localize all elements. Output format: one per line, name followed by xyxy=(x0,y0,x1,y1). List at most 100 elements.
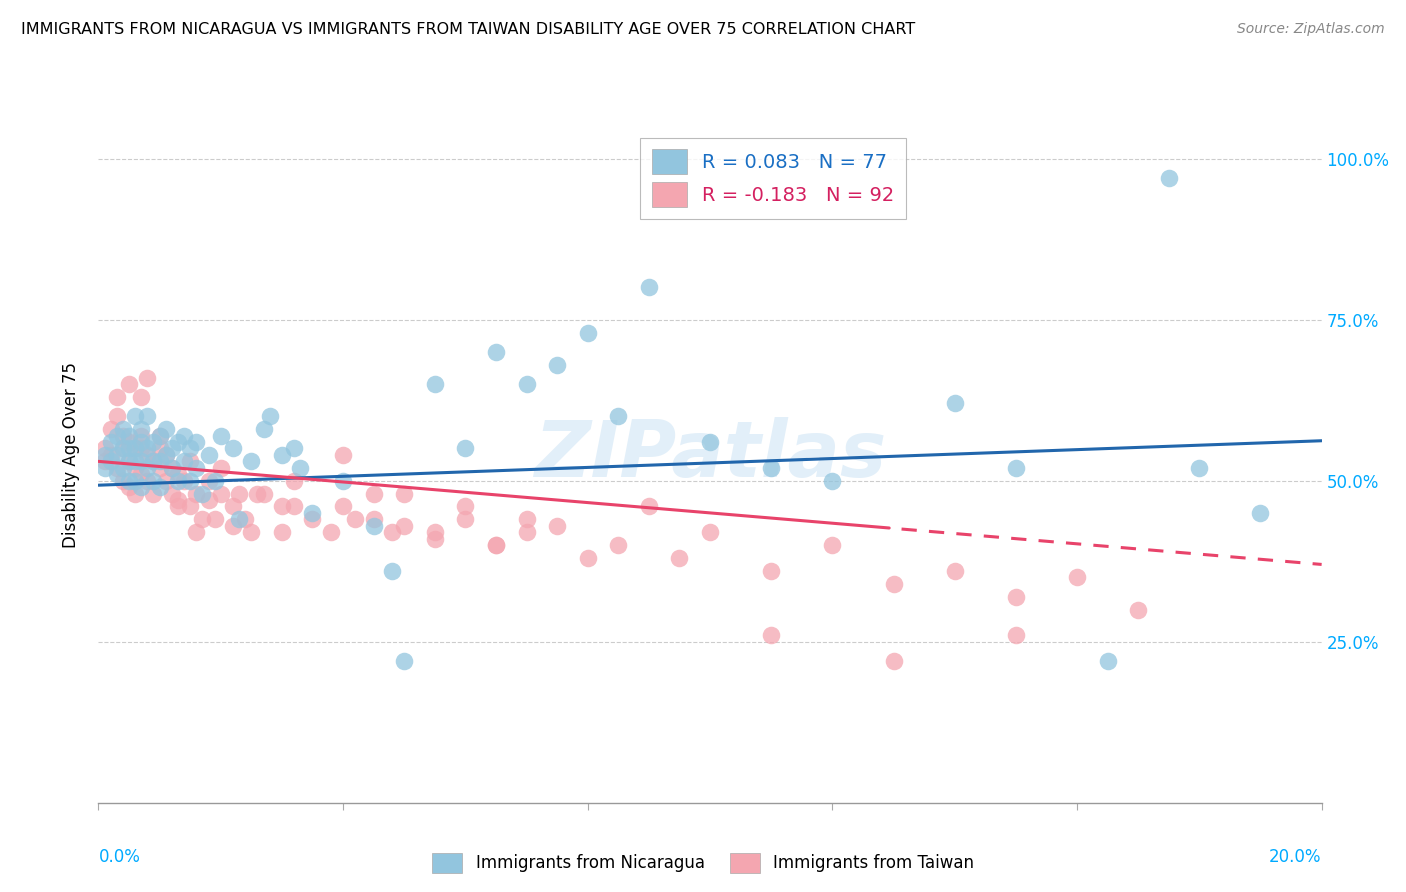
Point xyxy=(118,442,141,456)
Y-axis label: Disability Age Over 75: Disability Age Over 75 xyxy=(62,362,80,548)
Point xyxy=(111,474,134,488)
Point xyxy=(392,518,416,533)
Point xyxy=(124,460,146,475)
Point xyxy=(186,435,208,450)
Point xyxy=(160,442,183,456)
Point xyxy=(179,454,201,468)
Point xyxy=(105,467,128,482)
Point xyxy=(93,454,115,468)
Point xyxy=(228,486,250,500)
Point xyxy=(668,551,690,566)
Point xyxy=(197,448,219,462)
Point xyxy=(392,654,416,668)
Point xyxy=(191,512,214,526)
Point xyxy=(186,525,208,540)
Point xyxy=(454,500,477,514)
Point xyxy=(1004,460,1026,475)
Point xyxy=(155,422,177,436)
Point xyxy=(1128,602,1150,616)
Point xyxy=(204,474,226,488)
Point xyxy=(129,442,152,456)
Point xyxy=(576,551,599,566)
Point xyxy=(485,538,508,552)
Point xyxy=(240,525,263,540)
Point xyxy=(209,460,232,475)
Point xyxy=(222,518,245,533)
Point xyxy=(136,442,159,456)
Point xyxy=(111,442,134,456)
Point xyxy=(246,486,269,500)
Point xyxy=(485,538,508,552)
Point xyxy=(179,474,201,488)
Point xyxy=(118,480,141,494)
Point xyxy=(637,280,661,294)
Point xyxy=(301,512,323,526)
Point xyxy=(423,377,446,392)
Point xyxy=(118,435,141,450)
Point xyxy=(167,474,190,488)
Point xyxy=(124,442,146,456)
Point xyxy=(191,486,214,500)
Point xyxy=(883,576,905,591)
Point xyxy=(943,396,966,410)
Point xyxy=(381,564,404,578)
Point xyxy=(197,493,219,508)
Text: 20.0%: 20.0% xyxy=(1270,848,1322,866)
Point xyxy=(179,500,201,514)
Point xyxy=(546,518,568,533)
Point xyxy=(173,454,195,468)
Point xyxy=(821,538,844,552)
Point xyxy=(344,512,367,526)
Point xyxy=(270,448,292,462)
Point xyxy=(516,525,538,540)
Point xyxy=(100,422,122,436)
Legend: Immigrants from Nicaragua, Immigrants from Taiwan: Immigrants from Nicaragua, Immigrants fr… xyxy=(426,847,980,880)
Point xyxy=(129,422,152,436)
Point xyxy=(149,454,172,468)
Point xyxy=(1188,460,1211,475)
Point xyxy=(167,500,190,514)
Point xyxy=(516,512,538,526)
Point xyxy=(93,460,115,475)
Point xyxy=(759,460,782,475)
Point xyxy=(516,377,538,392)
Point xyxy=(259,409,281,424)
Point xyxy=(576,326,599,340)
Point xyxy=(821,474,844,488)
Point xyxy=(167,435,190,450)
Point xyxy=(197,474,219,488)
Point xyxy=(363,518,385,533)
Point xyxy=(93,442,115,456)
Point xyxy=(270,525,292,540)
Point xyxy=(252,486,274,500)
Point xyxy=(209,486,232,500)
Point xyxy=(454,512,477,526)
Point xyxy=(105,448,128,462)
Point xyxy=(319,525,342,540)
Point xyxy=(699,525,721,540)
Point xyxy=(100,435,122,450)
Point xyxy=(332,474,354,488)
Point xyxy=(124,486,146,500)
Point xyxy=(240,454,263,468)
Point xyxy=(129,467,152,482)
Point xyxy=(607,538,630,552)
Text: Source: ZipAtlas.com: Source: ZipAtlas.com xyxy=(1237,22,1385,37)
Point xyxy=(186,486,208,500)
Point xyxy=(332,448,354,462)
Point xyxy=(155,448,177,462)
Point xyxy=(93,448,115,462)
Point xyxy=(142,486,165,500)
Point xyxy=(111,422,134,436)
Point xyxy=(1097,654,1119,668)
Point xyxy=(222,500,245,514)
Point xyxy=(124,454,146,468)
Point xyxy=(136,370,159,384)
Point xyxy=(160,460,183,475)
Point xyxy=(118,377,141,392)
Point xyxy=(270,500,292,514)
Point xyxy=(186,460,208,475)
Point xyxy=(160,460,183,475)
Point xyxy=(381,525,404,540)
Point xyxy=(173,428,195,442)
